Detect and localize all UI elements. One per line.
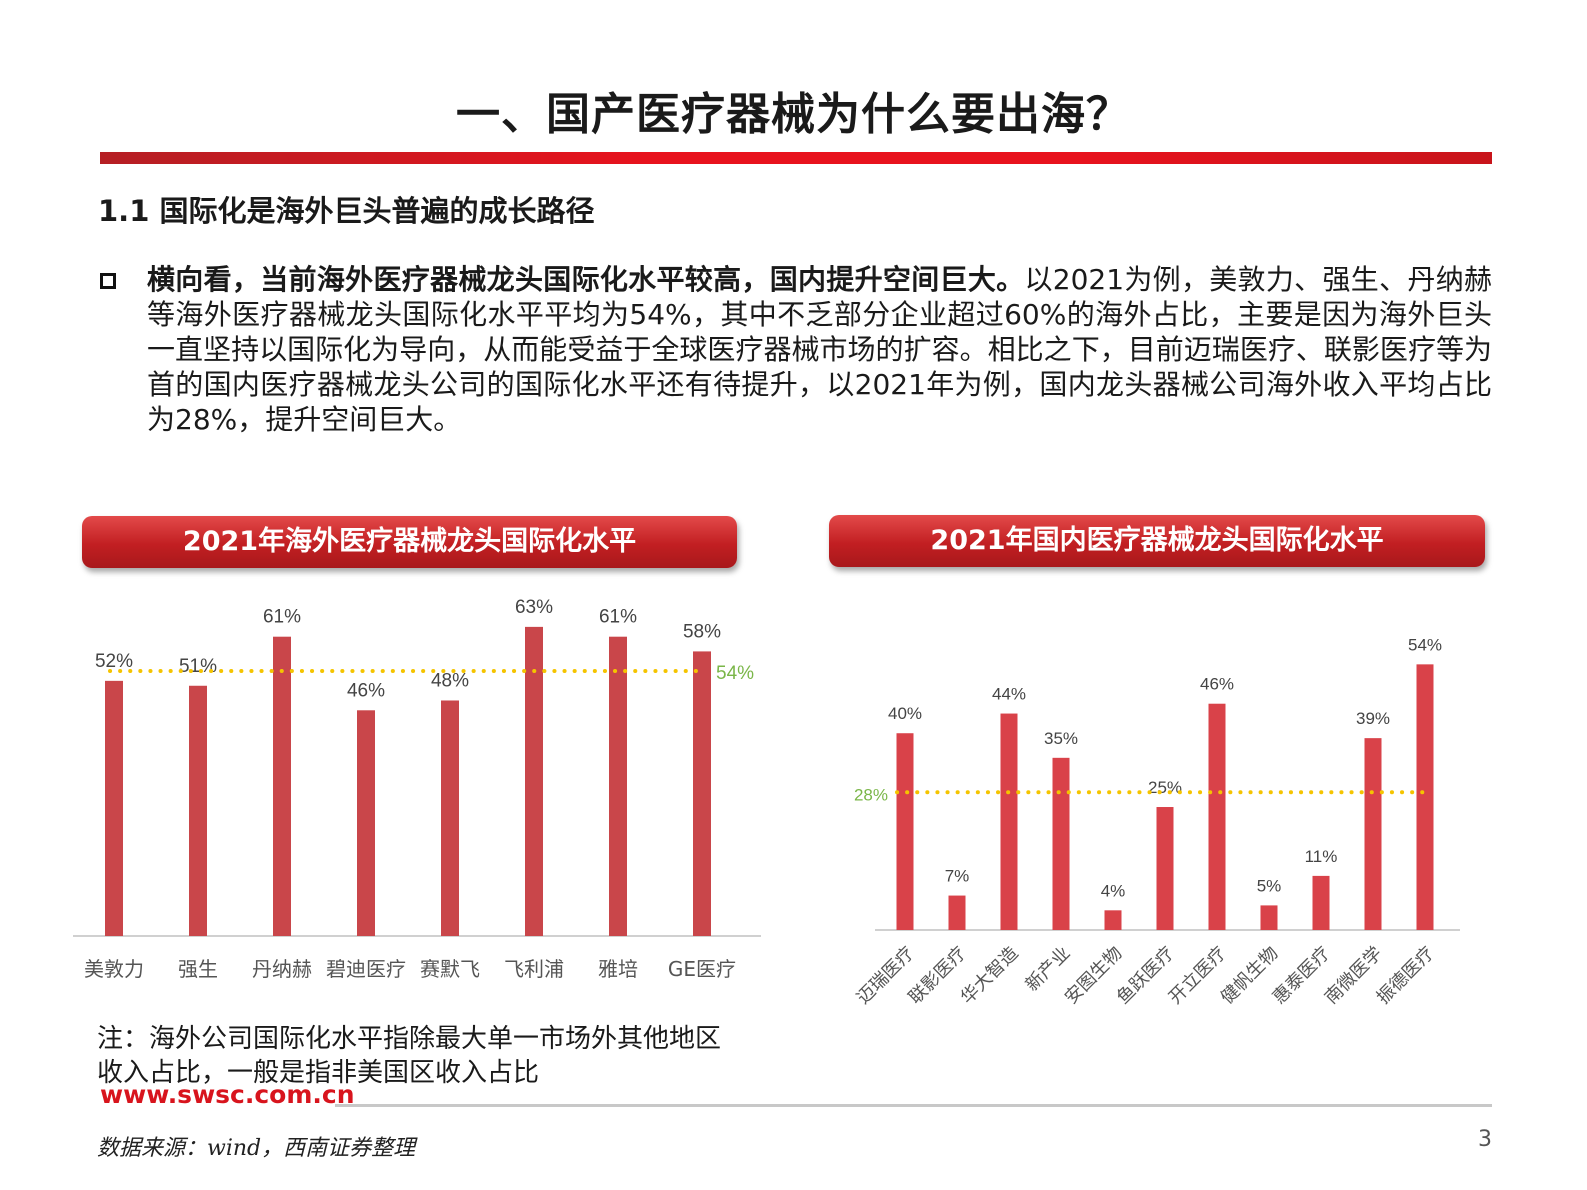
bar: [693, 651, 711, 936]
bullet-lead: 横向看，当前海外医疗器械龙头国际化水平较高，国内提升空间巨大。: [147, 263, 1025, 296]
x-tick-label: 飞利浦: [504, 957, 564, 981]
data-label: 4%: [1101, 881, 1126, 900]
bar: [1416, 664, 1434, 930]
bar: [357, 710, 375, 936]
data-label: 46%: [347, 680, 385, 701]
average-label: 28%: [854, 785, 888, 804]
x-tick-label: 强生: [178, 957, 218, 981]
data-label: 7%: [945, 867, 970, 886]
x-tick-label: 赛默飞: [420, 957, 480, 981]
x-tick-label: 雅培: [598, 957, 638, 981]
bar: [1208, 703, 1226, 930]
bar: [1312, 875, 1330, 930]
bar: [273, 636, 291, 936]
domestic-chart: 40%迈瑞医疗7%联影医疗44%华大智造35%新产业4%安图生物25%鱼跃医疗4…: [853, 635, 1460, 1009]
page-number: 3: [1478, 1127, 1492, 1152]
bullet-body: 以2021为例，美敦力、强生、丹纳赫等海外医疗器械龙头国际化水平平均为54%，其…: [147, 263, 1492, 436]
x-tick-label: 华大智造: [957, 943, 1023, 1009]
section-title: 1.1 国际化是海外巨头普遍的成长路径: [98, 194, 595, 228]
x-tick-label: 美敦力: [84, 957, 144, 981]
bar: [896, 733, 914, 930]
bar: [1052, 757, 1070, 930]
data-label: 5%: [1257, 876, 1282, 895]
average-label: 54%: [716, 663, 754, 684]
overseas-chart: 52% 美敦力 51% 强生 61% 丹纳赫 46% 碧迪医疗 48% 赛默飞 63% 飞利浦 61% 雅…: [73, 597, 761, 981]
data-label: 39%: [1356, 709, 1390, 728]
data-label: 61%: [263, 607, 301, 628]
title-divider-bar: [100, 152, 1492, 164]
bar: [1156, 807, 1174, 930]
data-label: 40%: [888, 704, 922, 723]
bar: [105, 680, 123, 936]
data-label: 51%: [179, 656, 217, 677]
data-label: 46%: [1200, 675, 1234, 694]
bar: [609, 636, 627, 936]
bar: [189, 685, 207, 936]
x-tick-label: 振德医疗: [1373, 943, 1439, 1009]
data-label: 35%: [1044, 729, 1078, 748]
x-tick-label: GE医疗: [668, 957, 736, 981]
bar: [1000, 713, 1018, 930]
bar: [1104, 910, 1122, 930]
data-source: 数据来源：wind，西南证券整理: [97, 1136, 416, 1161]
bullet-paragraph: 横向看，当前海外医疗器械龙头国际化水平较高，国内提升空间巨大。以2021为例，美…: [147, 262, 1492, 437]
footer-url-link[interactable]: www.swsc.com.cn: [100, 1080, 355, 1109]
bar: [948, 895, 966, 930]
footer-divider: [335, 1104, 1492, 1107]
data-label: 54%: [1408, 635, 1442, 654]
right-chart-title: 2021年国内医疗器械龙头国际化水平: [829, 515, 1485, 567]
data-label: 63%: [515, 597, 553, 618]
data-label: 48%: [431, 670, 469, 691]
bar: [525, 626, 543, 936]
data-label: 61%: [599, 607, 637, 628]
data-label: 52%: [95, 651, 133, 672]
chart-note: 注：海外公司国际化水平指除最大单一市场外其他地区收入占比，一般是指非美国区收入占…: [97, 1024, 722, 1088]
page-title: 一、国产医疗器械为什么要出海？: [456, 89, 1131, 140]
x-tick-label: 丹纳赫: [252, 957, 312, 981]
left-chart-title: 2021年海外医疗器械龙头国际化水平: [82, 516, 737, 568]
bar: [1364, 738, 1382, 930]
bar: [1260, 905, 1278, 930]
data-label: 44%: [992, 685, 1026, 704]
bar: [441, 700, 459, 936]
x-tick-label: 碧迪医疗: [326, 957, 406, 981]
data-label: 58%: [683, 621, 721, 642]
data-label: 25%: [1148, 778, 1182, 797]
data-label: 11%: [1305, 847, 1338, 866]
bullet-square-icon: [100, 273, 116, 289]
